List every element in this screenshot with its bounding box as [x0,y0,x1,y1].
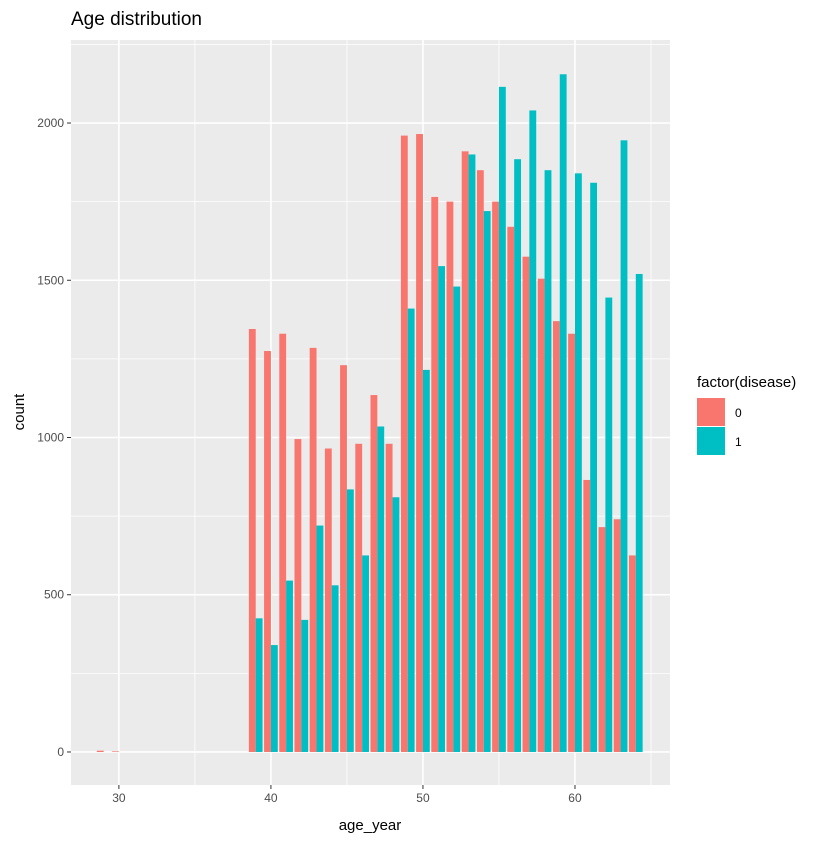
x-tick-label: 60 [568,791,582,805]
bar-disease-0-age-58 [537,278,545,752]
legend: factor(disease) 0 1 [697,374,796,455]
bar-disease-0-age-46 [355,443,363,752]
bar-disease-1-age-42 [301,619,309,752]
bar-disease-1-age-63 [620,140,628,752]
bar-disease-0-age-54 [476,170,484,752]
y-tick-label: 1500 [37,273,64,287]
bar-disease-1-age-53 [468,154,476,752]
bar-disease-0-age-55 [492,201,499,752]
bar-disease-1-age-43 [316,525,324,752]
bar-disease-0-age-51 [431,196,439,752]
bar-disease-0-age-44 [324,448,332,752]
bar-disease-1-age-50 [422,369,430,752]
bar-disease-1-age-47 [377,426,385,752]
bar-disease-1-age-64 [635,273,643,752]
bar-disease-0-age-42 [294,439,302,752]
bar-disease-0-age-47 [370,395,378,752]
legend-label-0: 0 [735,406,742,420]
bar-disease-0-age-30 [112,751,119,752]
bar-disease-1-age-54 [483,211,491,752]
bar-disease-0-age-39 [248,329,256,752]
bar-disease-1-age-59 [559,74,567,752]
bar-disease-1-age-56 [514,159,522,752]
bar-disease-0-age-52 [446,201,454,752]
bar-disease-0-age-63 [613,519,621,752]
bar-disease-0-age-50 [416,134,423,752]
bar-disease-0-age-59 [552,321,560,752]
bar-disease-1-age-41 [286,580,293,752]
bar-disease-0-age-60 [568,333,575,752]
bar-disease-0-age-49 [400,135,408,752]
bar-disease-0-age-48 [385,443,393,752]
y-tick-label: 500 [44,588,64,602]
bar-disease-1-age-52 [453,286,461,752]
bar-disease-0-age-53 [461,151,469,752]
x-tick-label: 30 [112,791,126,805]
bar-disease-1-age-57 [529,110,537,752]
bar-disease-1-age-39 [255,618,263,752]
bar-disease-0-age-29 [96,750,104,752]
bar-disease-1-age-45 [346,489,354,752]
bar-disease-1-age-46 [362,555,369,752]
x-tick-label: 50 [416,791,430,805]
legend-title: factor(disease) [697,374,796,391]
bar-disease-1-age-58 [544,170,552,752]
legend-key-1 [697,427,725,455]
bar-disease-1-age-51 [438,266,445,752]
bar-disease-1-age-49 [407,308,415,752]
x-tick-label: 40 [264,791,278,805]
y-tick-label: 1000 [37,431,64,445]
y-tick-label: 2000 [37,116,64,130]
chart-title: Age distribution [71,9,202,30]
y-axis-label: count [11,393,28,431]
bar-disease-0-age-62 [598,527,606,752]
bar-disease-1-age-60 [574,173,582,752]
bar-disease-1-age-62 [605,297,613,752]
bar-disease-0-age-64 [628,555,636,752]
bar-disease-0-age-45 [340,365,347,752]
x-axis-label: age_year [339,817,402,834]
bar-disease-1-age-44 [331,585,339,752]
y-tick-label: 0 [57,745,64,759]
legend-label-1: 1 [735,435,742,449]
bar-disease-0-age-56 [507,226,515,752]
bar-disease-1-age-48 [392,497,400,752]
bar-disease-0-age-57 [522,256,530,752]
bar-disease-0-age-43 [309,347,317,752]
legend-key-0 [697,398,725,426]
bar-disease-0-age-61 [583,479,591,752]
bar-disease-0-age-40 [264,351,271,752]
bar-disease-1-age-55 [498,86,506,752]
bar-disease-1-age-40 [270,645,278,752]
bar-disease-1-age-61 [590,182,598,752]
bar-disease-0-age-41 [279,333,287,752]
